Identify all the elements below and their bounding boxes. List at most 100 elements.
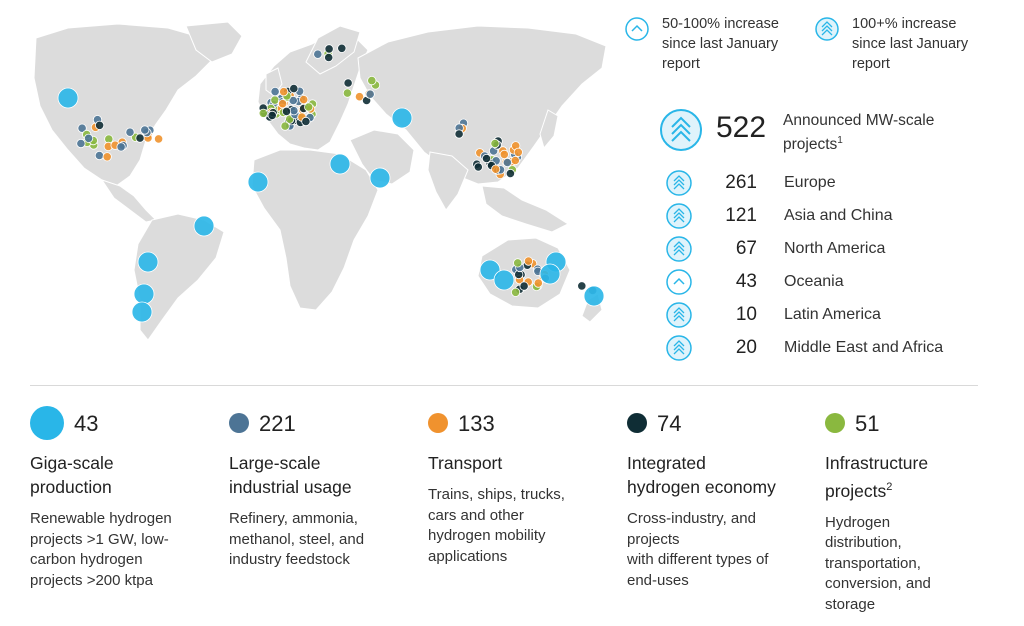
region-count: 67 [735,238,757,259]
project-marker [329,153,351,175]
legend-medium-line-3: report [662,56,700,72]
world-map [33,21,607,341]
southeast-asia-shape [481,185,570,233]
category-description-line: distribution, [825,534,902,552]
project-marker [523,256,534,266]
project-marker [367,75,377,86]
category-title: Integrated hydrogen economy [627,451,817,499]
project-marker [77,123,87,133]
project-marker [270,95,280,105]
category-description-line: applications [428,547,508,565]
project-marker [135,133,145,143]
legend-high-line-2: since last January [852,36,969,52]
category-header: 51 [825,405,1015,441]
legend-high-line-1: 100+% increase [852,16,957,32]
legend-high-line-3: report [852,56,890,72]
category-title-line: projects [825,480,887,501]
project-marker [102,152,112,162]
project-marker [324,52,334,63]
region-row: 67 North America [665,234,995,264]
project-marker [304,102,314,112]
legend-medium-line-1: 50-100% increase [662,16,779,32]
project-marker [247,171,269,193]
region-count: 20 [735,337,757,358]
project-marker [267,110,277,121]
legend-medium-increase: 50-100% increase since last January repo… [624,14,779,74]
project-marker [342,88,352,98]
region-row: 10 Latin America [665,300,995,330]
project-marker [278,99,288,109]
category-description-line: carbon hydrogen [30,551,143,568]
category-header: 74 [627,405,817,441]
category-title: Giga-scale production [30,451,220,499]
project-marker [288,95,298,106]
greenland-shape [185,21,243,63]
category-description-line: end-uses [627,571,689,589]
category-description-line: methanol, steel, and [229,530,365,548]
project-marker [510,155,520,166]
project-marker [481,153,492,164]
project-marker [281,106,292,117]
project-markers [57,43,605,323]
project-marker [133,283,155,305]
category-dot [30,406,64,440]
category-title-line: industrial usage [229,477,352,497]
project-marker [324,44,334,54]
region-count: 10 [735,304,757,325]
legend-medium-line-2: since last January [662,36,779,52]
category-description: Cross-industry, and projects with differen… [627,509,817,591]
project-marker [490,138,500,149]
triple-chevron-circle-icon [658,107,704,158]
triple-chevron-circle-icon [665,169,693,202]
category-description-line: projects [627,530,680,548]
project-marker [577,281,587,291]
triple-chevron-circle-icon [665,334,693,367]
project-marker [313,49,323,59]
category-description-line: Hydrogen [825,513,891,531]
project-marker [499,149,509,159]
category-item: 221 Large-scale industrial usage Refinery, … [229,405,419,571]
region-name: Middle East and Africa [784,339,944,356]
category-header: 133 [428,405,618,441]
category-description-line: industry feedstock [229,551,350,568]
project-marker [95,120,105,130]
category-footnote: 2 [886,481,893,493]
category-description-line: cars and other [428,506,524,524]
triple-chevron-circle-icon [665,202,693,235]
project-marker [454,129,464,139]
region-row: 20 Middle East and Africa [665,333,995,363]
category-count: 43 [74,411,99,436]
project-marker [491,164,501,174]
total-label: Announced MW-scale projects1 [783,111,983,155]
category-title-line: Transport [428,453,503,473]
project-marker [539,263,561,285]
project-marker [280,121,290,131]
project-marker [270,87,280,97]
project-marker [502,157,512,168]
category-description-line: hydrogen mobility [428,527,546,544]
category-description: Renewable hydrogen projects >1 GW, low-ca… [30,509,220,591]
project-marker [131,301,153,323]
category-item: 133 Transport Trains, ships, trucks, cars a… [428,405,618,567]
legend-medium-text: 50-100% increase since last January repo… [662,14,779,74]
category-title-line: Giga-scale [30,453,114,473]
project-marker [83,133,94,143]
project-marker [94,150,105,161]
category-description: Hydrogen distribution, transportation, conv… [825,513,1015,616]
category-description-line: Refinery, ammonia, [229,510,358,527]
region-count: 121 [725,205,757,226]
total-count: 522 [716,111,767,144]
region-row: 121 Asia and China [665,201,995,231]
category-title-line: hydrogen economy [627,477,776,497]
region-count: 43 [735,271,757,292]
category-count: 133 [458,411,495,436]
category-dot [229,413,249,433]
project-marker [279,87,289,97]
category-description-line: projects >1 GW, low- [30,530,169,548]
project-marker [299,95,309,105]
triple-chevron-circle-icon [665,301,693,334]
region-name: North America [784,240,886,257]
central-america-shape [100,179,158,223]
category-item: 43 Giga-scale production Renewable hydrogen… [30,405,220,591]
project-marker [519,281,529,291]
